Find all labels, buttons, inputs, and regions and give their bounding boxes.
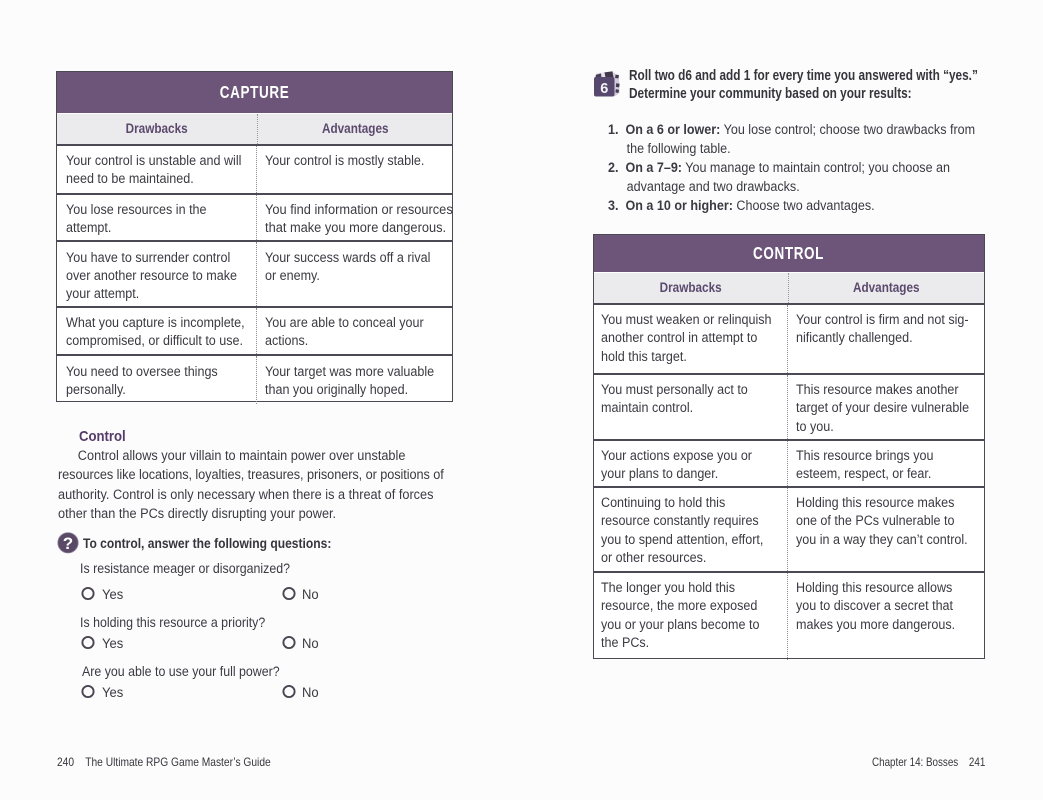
svg-text:6: 6 — [600, 81, 608, 97]
svg-text:?: ? — [62, 534, 72, 553]
